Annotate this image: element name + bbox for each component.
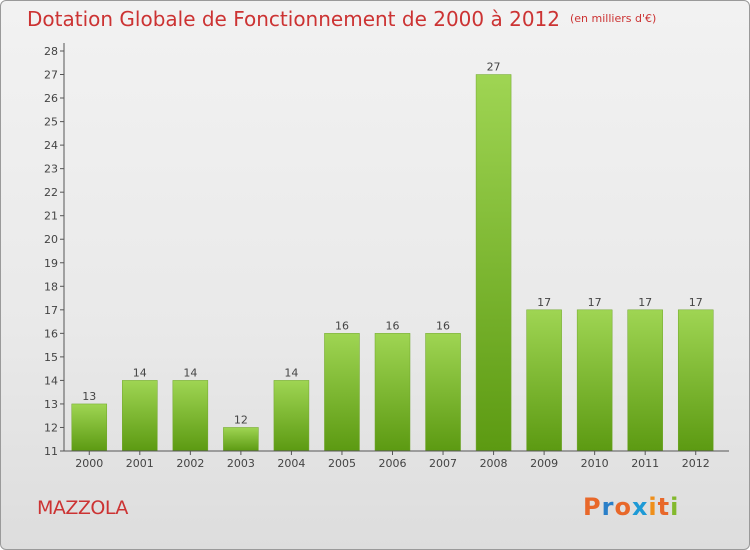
logo-letter: t	[657, 493, 671, 521]
bar-value-label: 14	[133, 366, 147, 379]
x-tick-label: 2005	[328, 457, 356, 470]
bar-value-label: 16	[436, 319, 450, 332]
bar-value-label: 17	[588, 296, 602, 309]
bar-2000	[71, 403, 108, 452]
bar-2010	[576, 309, 613, 452]
logo-letter: i	[648, 493, 658, 521]
bar-2012	[677, 309, 714, 452]
y-tick-label: 25	[44, 116, 58, 129]
commune-name: MAZZOLA	[37, 497, 128, 519]
y-tick-label: 24	[44, 139, 58, 152]
logo-letter: o	[614, 493, 632, 521]
bar-value-label: 16	[335, 319, 349, 332]
x-tick-label: 2008	[480, 457, 508, 470]
y-tick-label: 14	[44, 374, 58, 387]
logo-letter: i	[670, 493, 680, 521]
bar-value-label: 27	[487, 61, 501, 74]
y-tick-label: 16	[44, 327, 58, 340]
x-tick-label: 2011	[631, 457, 659, 470]
x-tick-label: 2007	[429, 457, 457, 470]
bar-2005	[324, 333, 360, 452]
x-tick-label: 2004	[277, 457, 305, 470]
y-tick-label: 23	[44, 163, 58, 176]
bar-value-label: 14	[183, 366, 197, 379]
logo-letter: P	[583, 493, 602, 521]
bar-2011	[627, 309, 663, 452]
bar-2003	[223, 427, 259, 452]
bar-2008	[475, 74, 512, 452]
y-tick-label: 27	[44, 69, 58, 82]
bar-value-label: 17	[537, 296, 551, 309]
chart-subtitle: (en milliers d'€)	[570, 12, 657, 25]
bar-value-label: 16	[386, 319, 400, 332]
x-tick-label: 2010	[581, 457, 609, 470]
chart-title: Dotation Globale de Fonctionnement de 20…	[27, 7, 656, 31]
y-tick-label: 18	[44, 280, 58, 293]
proxiti-logo: Proxiti	[583, 493, 679, 521]
bar-value-label: 12	[234, 413, 248, 426]
y-tick-label: 11	[44, 445, 58, 458]
bars: 13 14 14 12 14 16 16 16 27 17 17 17 17	[71, 61, 714, 452]
logo-letter: r	[601, 493, 615, 521]
bar-2002	[172, 380, 209, 452]
bar-2001	[122, 380, 158, 452]
x-tick-label: 2003	[227, 457, 255, 470]
x-tick-label: 2009	[530, 457, 558, 470]
x-tick-label: 2002	[176, 457, 204, 470]
bar-value-label: 17	[689, 296, 703, 309]
y-tick-label: 21	[44, 210, 58, 223]
bar-value-label: 13	[82, 390, 96, 403]
y-tick-label: 22	[44, 186, 58, 199]
x-tick-label: 2006	[379, 457, 407, 470]
x-axis: 2000 2001 2002 2003 2004 2005 2006 2007 2008 2009…	[64, 450, 729, 470]
bar-2006	[374, 333, 411, 452]
y-tick-label: 17	[44, 304, 58, 317]
x-tick-label: 2001	[126, 457, 154, 470]
y-axis: 11 12 13 14 15 16 17 18 19 20 21 22 23 24 25 26 27 28	[44, 43, 65, 458]
y-tick-label: 28	[44, 45, 58, 58]
y-tick-label: 20	[44, 233, 58, 246]
y-tick-label: 12	[44, 421, 58, 434]
y-tick-label: 26	[44, 92, 58, 105]
bar-2009	[526, 309, 562, 452]
bar-value-label: 14	[284, 366, 298, 379]
y-tick-label: 19	[44, 257, 58, 270]
chart-title-text: Dotation Globale de Fonctionnement de 20…	[27, 7, 560, 31]
y-tick-label: 13	[44, 398, 58, 411]
bar-value-label: 17	[638, 296, 652, 309]
bar-2004	[273, 380, 310, 452]
bar-2007	[425, 333, 461, 452]
y-tick-label: 15	[44, 351, 58, 364]
x-tick-label: 2000	[75, 457, 103, 470]
logo-letter: x	[631, 493, 649, 521]
x-tick-label: 2012	[682, 457, 710, 470]
